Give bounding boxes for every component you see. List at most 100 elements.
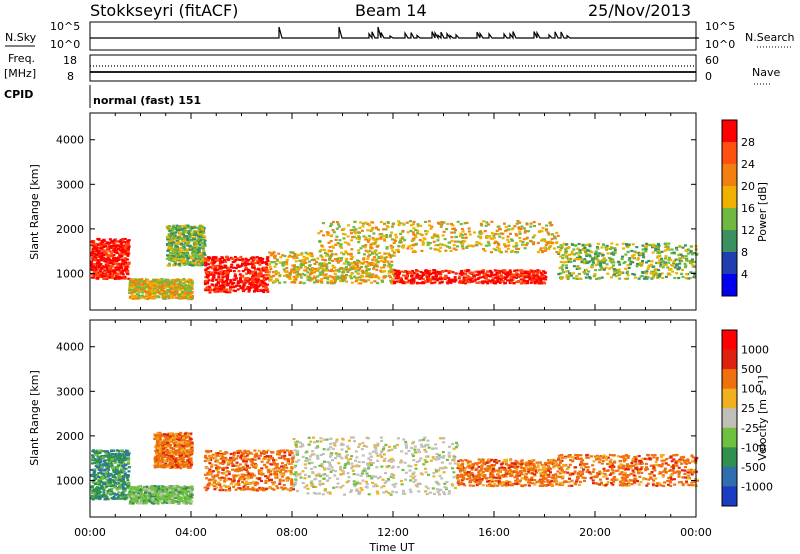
echo-cell — [97, 268, 101, 271]
echo-cell — [104, 272, 108, 275]
echo-cell — [197, 262, 201, 265]
echo-cell — [347, 253, 350, 256]
echo-cell — [364, 238, 368, 241]
echo-cell — [373, 263, 377, 266]
echo-cell — [667, 247, 671, 250]
echo-cell — [184, 498, 188, 501]
nsearch-tick-top: 10^5 — [705, 20, 735, 33]
echo-cell — [657, 249, 661, 253]
echo-cell — [319, 280, 323, 283]
echo-cell — [106, 479, 110, 482]
echo-cell — [219, 266, 223, 270]
echo-cell — [685, 273, 689, 276]
echo-cell — [108, 454, 112, 457]
echo-cell — [330, 223, 334, 226]
echo-cell — [459, 232, 463, 235]
echo-cell — [177, 263, 181, 266]
echo-cell — [249, 272, 252, 275]
echo-cell — [107, 456, 111, 459]
echo-cell — [538, 270, 542, 273]
echo-cell — [194, 254, 198, 257]
echo-cell — [98, 487, 102, 490]
echo-cell — [375, 268, 379, 271]
echo-cell — [257, 278, 261, 281]
echo-cell — [389, 256, 393, 259]
echo-cell — [297, 268, 301, 271]
echo-cell — [283, 281, 287, 284]
echo-cell — [180, 255, 184, 258]
echo-cell — [450, 222, 453, 226]
echo-cell — [138, 290, 142, 293]
echo-cell — [164, 278, 168, 281]
echo-cell — [650, 260, 654, 263]
echo-cell — [108, 477, 112, 481]
echo-cell — [433, 278, 437, 281]
echo-cell — [170, 280, 174, 283]
echo-cell — [503, 282, 507, 285]
echo-cell — [110, 255, 114, 258]
echo-cell — [601, 254, 605, 257]
echo-cell — [92, 473, 96, 477]
echo-cell — [233, 256, 237, 259]
echo-cell — [102, 491, 106, 494]
echo-cell — [513, 274, 516, 277]
echo-cell — [369, 273, 373, 276]
echo-cell — [94, 477, 98, 480]
echo-cell — [368, 272, 372, 275]
echo-cell — [340, 257, 344, 260]
echo-cell — [266, 259, 270, 263]
echo-cell — [223, 266, 227, 269]
echo-cell — [179, 243, 183, 246]
echo-cell — [140, 283, 144, 286]
echo-cell — [308, 264, 312, 267]
echo-cell — [345, 251, 349, 255]
echo-cell — [517, 226, 521, 229]
echo-cell — [498, 281, 502, 284]
echo-cell — [298, 281, 302, 284]
echo-cell — [454, 279, 458, 282]
echo-cell — [307, 260, 311, 263]
echo-cell — [257, 282, 260, 285]
echo-cell — [322, 262, 326, 265]
echo-cell — [362, 222, 365, 225]
echo-cell — [414, 229, 418, 232]
echo-cell — [180, 228, 184, 231]
echo-cell — [560, 266, 564, 269]
echo-cell — [94, 453, 98, 457]
echo-cell — [233, 278, 236, 281]
echo-cell — [285, 274, 289, 277]
echo-cell — [359, 282, 363, 285]
echo-cell — [641, 244, 645, 247]
echo-cell — [648, 264, 651, 267]
echo-cell — [119, 252, 123, 255]
echo-cell — [159, 293, 163, 296]
echo-cell — [420, 233, 424, 237]
echo-cell — [126, 248, 130, 251]
echo-cell — [121, 241, 125, 244]
echo-cell — [213, 290, 217, 294]
echo-cell — [372, 265, 376, 268]
echo-cell — [172, 255, 176, 258]
echo-cell — [555, 251, 559, 254]
echo-cell — [392, 241, 396, 244]
echo-cell — [480, 231, 484, 234]
echo-cell — [318, 262, 322, 265]
echo-cell — [208, 256, 212, 259]
echo-cell — [518, 236, 522, 240]
echo-cell — [368, 253, 372, 256]
echo-cell — [334, 269, 338, 272]
echo-cell — [176, 241, 180, 244]
echo-cell — [484, 280, 488, 283]
echo-cell — [382, 228, 385, 231]
echo-cell — [567, 275, 571, 278]
echo-cell — [206, 288, 210, 292]
echo-cell — [293, 254, 297, 257]
echo-cell — [203, 244, 207, 248]
echo-cell — [340, 246, 344, 249]
echo-cell — [183, 224, 187, 228]
echo-cell — [534, 280, 538, 283]
echo-cell — [273, 280, 277, 283]
echo-cell — [104, 478, 108, 481]
echo-cell — [247, 286, 251, 289]
echo-cell — [344, 260, 348, 263]
